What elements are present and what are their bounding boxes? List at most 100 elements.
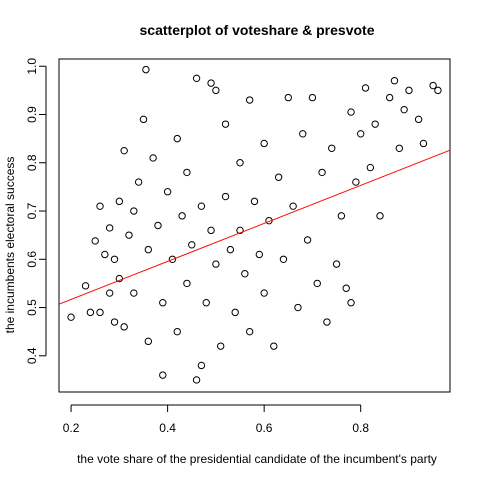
scatter-point	[197, 361, 206, 370]
scatter-point	[110, 255, 119, 263]
scatter-point	[197, 202, 206, 210]
chart-title: scatterplot of voteshare & presvote	[140, 22, 375, 38]
scatter-point	[125, 231, 133, 239]
scatter-point	[154, 221, 162, 230]
scatter-point	[207, 226, 215, 235]
scatter-point	[207, 79, 215, 87]
scatter-point	[115, 274, 124, 283]
scatter-point	[390, 77, 399, 85]
scatter-point	[241, 270, 249, 278]
x-axis: 0.2 0.4 0.6 0.8	[63, 404, 369, 435]
scatter-point	[115, 197, 124, 206]
scatter-point	[245, 96, 254, 104]
scatter-point	[139, 115, 148, 124]
scatter-point	[91, 237, 99, 245]
scatter-point	[429, 81, 437, 90]
scatter-point	[347, 299, 355, 307]
scatter-point	[245, 327, 254, 336]
scatter-point	[274, 173, 283, 181]
scatter-point	[226, 245, 235, 254]
scatter-point	[192, 74, 201, 83]
regression-line	[58, 149, 451, 305]
scatter-point	[183, 279, 191, 288]
scatter-point	[260, 289, 268, 297]
scatter-point	[105, 224, 114, 232]
x-tick-label: 0.4	[159, 421, 176, 435]
scatter-point	[328, 144, 336, 152]
scatter-point	[159, 299, 167, 307]
scatter-point	[144, 337, 153, 346]
scatter-point	[163, 188, 172, 196]
scatter-point	[159, 371, 167, 379]
scatter-point	[86, 308, 95, 317]
scatter-point	[366, 163, 375, 172]
scatter-point	[255, 250, 264, 259]
y-axis: 0.4 0.5 0.6 0.7 0.8 0.9 1.0	[25, 58, 47, 364]
scatter-point	[308, 93, 317, 102]
scatter-point	[168, 255, 177, 263]
scatter-point	[81, 282, 90, 290]
scatter-point	[221, 120, 230, 128]
scatter-point	[289, 202, 297, 210]
scatter-point	[270, 342, 278, 350]
scatter-point	[371, 120, 379, 128]
scatter-point	[347, 108, 355, 116]
scatter-point	[250, 197, 259, 206]
scatter-point	[356, 130, 365, 138]
scatter-point	[212, 260, 220, 268]
scatter-points	[67, 65, 442, 384]
y-axis-title: the incumbents electoral success	[3, 157, 17, 334]
scatter-point	[299, 130, 307, 138]
scatter-point	[221, 192, 230, 201]
x-tick-label: 0.2	[63, 421, 80, 435]
x-tick-label: 0.8	[352, 421, 369, 435]
scatter-point	[405, 86, 413, 95]
y-tick-label: 0.7	[25, 202, 39, 219]
scatter-point	[332, 260, 341, 268]
scatter-point	[318, 168, 326, 177]
scatter-point	[342, 284, 350, 292]
x-tick-label: 0.6	[256, 421, 273, 435]
scatter-point	[236, 226, 244, 235]
scatter-point	[414, 115, 423, 124]
scatter-point	[236, 159, 244, 167]
scatter-point	[173, 327, 181, 336]
scatter-point	[96, 202, 104, 210]
scatter-point	[120, 323, 128, 331]
scatter-point	[134, 178, 143, 186]
x-axis-title: the vote share of the presidential candi…	[77, 452, 437, 466]
scatter-point	[400, 105, 408, 114]
scatter-point	[183, 168, 191, 177]
y-tick-label: 1.0	[25, 58, 39, 75]
scatter-point	[376, 212, 384, 220]
scatter-point	[294, 303, 302, 312]
y-tick-label: 0.9	[25, 106, 39, 123]
scatter-point	[434, 86, 442, 95]
scatter-point	[284, 93, 292, 102]
y-tick-label: 0.4	[25, 347, 39, 364]
scatter-point	[105, 289, 114, 297]
y-tick-label: 0.8	[25, 154, 39, 171]
scatter-point	[130, 289, 138, 297]
scatter-point	[395, 144, 404, 152]
scatter-point	[385, 93, 394, 102]
scatter-point	[110, 318, 119, 326]
scatter-point	[130, 207, 138, 215]
scatter-point	[361, 84, 370, 92]
scatter-point	[217, 342, 225, 350]
scatter-point	[279, 255, 288, 263]
scatter-point	[231, 308, 239, 317]
scatter-point	[149, 154, 157, 162]
scatter-point	[192, 376, 201, 384]
scatter-point	[212, 86, 220, 95]
scatter-point	[352, 178, 360, 186]
scatter-point	[188, 241, 196, 249]
scatter-point	[120, 146, 128, 155]
scatter-point	[323, 318, 331, 326]
scatter-point	[67, 313, 75, 321]
scatter-point	[178, 212, 186, 220]
y-tick-label: 0.6	[25, 251, 39, 268]
scatter-point	[260, 139, 268, 148]
scatter-point	[101, 250, 109, 259]
